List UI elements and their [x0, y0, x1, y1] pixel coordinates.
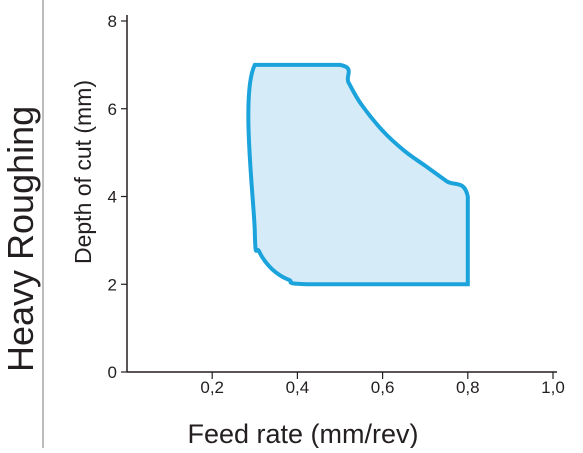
application-area-region [246, 62, 470, 287]
section-label: Heavy Roughing [0, 106, 41, 372]
plot-area: 0,2 0,4 0,6 0,8 1,0 0 2 4 6 8 [108, 12, 565, 397]
x-tick-label: 0,8 [456, 378, 480, 397]
y-tick-label: 8 [108, 12, 117, 31]
x-tick-label: 0,2 [200, 378, 224, 397]
x-tick-label: 0,4 [286, 378, 310, 397]
x-axis-label: Feed rate (mm/rev) [187, 419, 418, 448]
y-tick-label: 6 [108, 100, 117, 119]
y-tick-label: 2 [108, 275, 117, 294]
x-tick-label: 1,0 [541, 378, 565, 397]
y-tick-label: 4 [108, 188, 117, 207]
y-axis-label: Depth of cut (mm) [70, 80, 96, 264]
y-tick-label: 0 [108, 363, 117, 382]
x-tick-label: 0,6 [371, 378, 395, 397]
